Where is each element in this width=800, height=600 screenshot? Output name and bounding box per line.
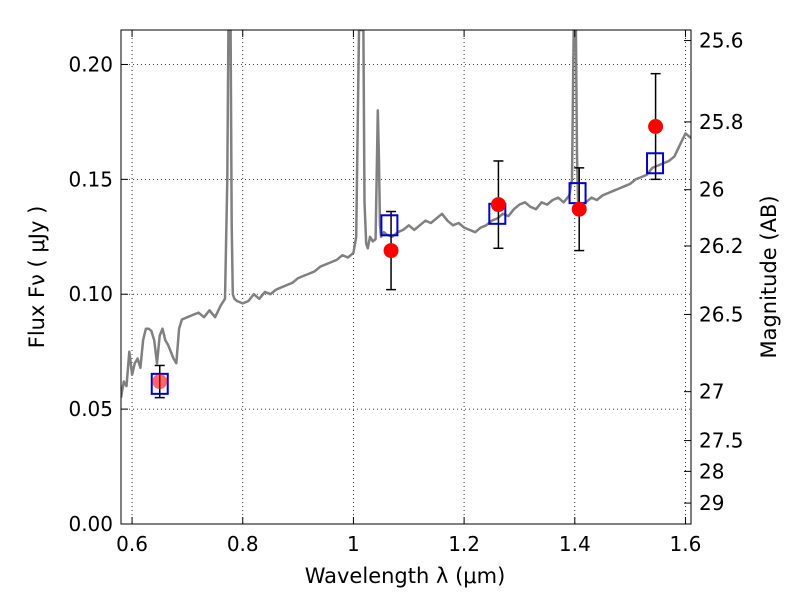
y-tick-label: 0.05 xyxy=(68,397,113,421)
model-square xyxy=(646,152,665,175)
right-tick-label: 28 xyxy=(699,459,724,483)
right-tick-label: 27.5 xyxy=(699,429,744,453)
y-tick-label: 0.00 xyxy=(68,512,113,536)
y-tick-label: 0.15 xyxy=(68,167,113,191)
y-tick-label: 0.20 xyxy=(68,52,113,76)
spectrum-line xyxy=(121,30,691,398)
observed-point xyxy=(383,243,399,259)
grid xyxy=(121,30,691,525)
x-tick-label: 0.6 xyxy=(116,532,148,556)
x-axis-label: Wavelength λ (μm) xyxy=(305,564,506,588)
x-tick-label: 1.2 xyxy=(448,532,480,556)
right-tick-label: 25.6 xyxy=(699,29,744,53)
x-tick-label: 1 xyxy=(347,532,360,556)
model-square xyxy=(380,214,399,237)
right-tick-label: 29 xyxy=(699,491,724,515)
plot-frame xyxy=(120,29,692,525)
right-tick-label: 25.8 xyxy=(699,110,744,134)
plot-area xyxy=(121,30,691,399)
right-tick-label: 26.2 xyxy=(699,234,744,258)
observed-point xyxy=(648,119,664,135)
observed-point xyxy=(571,201,587,217)
right-tick-label: 26 xyxy=(699,178,724,202)
observed-point xyxy=(152,374,168,390)
model-square xyxy=(150,372,169,395)
y-tick-label: 0.10 xyxy=(68,282,113,306)
x-tick-label: 0.8 xyxy=(227,532,259,556)
x-tick-label: 1.4 xyxy=(559,532,591,556)
x-tick-label: 1.6 xyxy=(670,532,702,556)
y-axis-label: Flux Fν ( μJy ) xyxy=(25,206,49,349)
y-axis-right: 25.6 25.8 26 26.2 26.5 27 27.5 28 29 xyxy=(684,29,744,515)
observed-point xyxy=(490,197,506,213)
y-axis-right-label: Magnitude (AB) xyxy=(757,195,781,358)
right-tick-label: 27 xyxy=(699,380,724,404)
right-tick-label: 26.5 xyxy=(699,302,744,326)
y-axis: 0.00 0.05 0.10 0.15 0.20 xyxy=(68,52,128,536)
x-axis: 0.6 0.8 1 1.2 1.4 1.6 xyxy=(116,30,701,556)
